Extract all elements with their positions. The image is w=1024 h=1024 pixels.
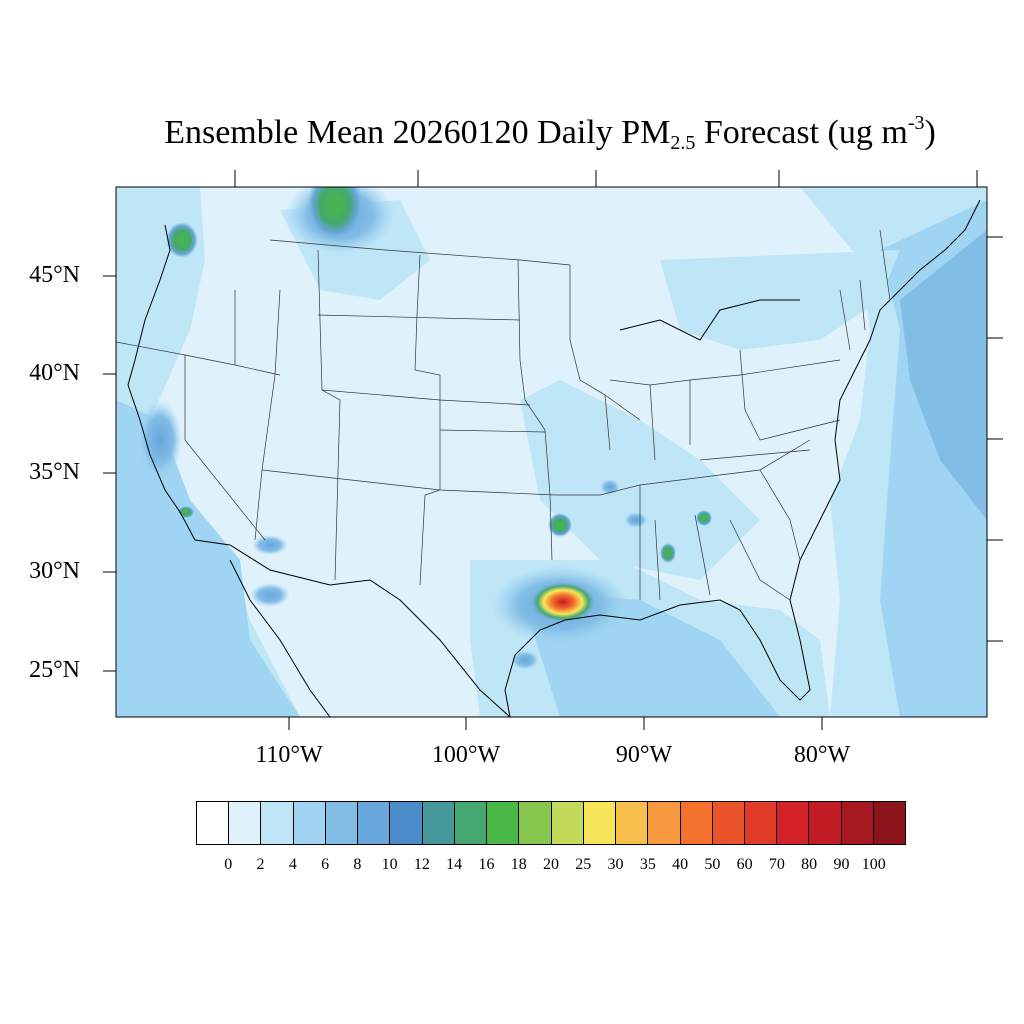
colorbar-cell xyxy=(293,802,326,844)
colorbar-cell xyxy=(229,802,262,844)
colorbar-cell xyxy=(551,802,584,844)
colorbar-cell xyxy=(680,802,713,844)
state-boundaries xyxy=(116,229,891,601)
colorbar-label: 20 xyxy=(543,856,559,873)
colorbar-cell xyxy=(519,802,552,844)
atlantic-band-3 xyxy=(900,230,987,520)
colorbar-label: 25 xyxy=(575,856,592,873)
colorbar-cell xyxy=(744,802,778,844)
lat-label-35: 35°N xyxy=(29,459,80,485)
colorbar-label: 6 xyxy=(321,856,330,873)
colorbar-cell xyxy=(648,802,681,844)
colorbar-label: 14 xyxy=(446,856,463,873)
hotspot-jackson xyxy=(624,512,648,528)
colorbar-cell xyxy=(777,802,810,844)
colorbar-label: 4 xyxy=(288,856,297,873)
colorbar-label: 60 xyxy=(736,856,753,873)
colorbar-cell xyxy=(873,802,906,844)
map-field xyxy=(116,187,987,717)
colorbar-cell xyxy=(712,802,745,844)
colorbar-label: 8 xyxy=(353,856,362,873)
colorbar-label: 40 xyxy=(672,856,689,873)
colorbar-label: 30 xyxy=(607,856,624,873)
colorbar-cell xyxy=(197,802,230,844)
lon-label-80w: 80°W xyxy=(793,742,851,768)
colorbar-cell xyxy=(390,802,423,844)
colorbar-label: 35 xyxy=(639,856,656,873)
lat-label-30: 30°N xyxy=(29,558,80,584)
lon-label-90w: 90°W xyxy=(615,742,673,768)
hotspot-south-texas xyxy=(511,650,539,670)
colorbar-label: 100 xyxy=(861,856,886,873)
colorbar-cell xyxy=(422,802,455,844)
colorbar-label: 2 xyxy=(256,856,265,873)
hotspot-seattle xyxy=(166,222,198,258)
colorbar-cell xyxy=(261,802,294,844)
colorbar-cell xyxy=(583,802,617,844)
coastline xyxy=(127,199,981,717)
hotspot-mexico xyxy=(250,583,290,607)
hotspot-alabama xyxy=(696,510,712,526)
colorbar-label: 70 xyxy=(768,856,785,873)
hotspot-houston xyxy=(531,582,595,622)
hotspot-phoenix xyxy=(252,535,288,555)
colorbar-label: 12 xyxy=(413,856,430,873)
hotspot-mississippi xyxy=(660,543,676,563)
colorbar-label: 18 xyxy=(510,856,527,873)
colorbar-label: 80 xyxy=(801,856,818,873)
colorbar-cell xyxy=(487,802,520,844)
colorbar-cell xyxy=(616,802,649,844)
hotspot-dallas xyxy=(548,513,572,537)
colorbar-cell xyxy=(809,802,842,844)
colorbar-cell xyxy=(325,802,359,844)
lat-label-45: 45°N xyxy=(29,262,80,288)
colorbar-label: 0 xyxy=(224,856,233,873)
colorbar xyxy=(196,801,906,845)
colorbar-label: 50 xyxy=(704,856,721,873)
hotspot-california xyxy=(138,400,182,480)
colorbar-cell xyxy=(358,802,391,844)
hotspot-montana xyxy=(307,187,363,240)
map-title: Ensemble Mean 20260120 Daily PM2.5 Forec… xyxy=(164,112,936,154)
colorbar-cell xyxy=(841,802,874,844)
colorbar-label: 10 xyxy=(381,856,398,873)
tick-marks xyxy=(103,170,1003,730)
lon-label-100w: 100°W xyxy=(431,742,501,768)
colorbar-cell xyxy=(454,802,488,844)
lat-label-40: 40°N xyxy=(29,360,80,386)
southeast-band xyxy=(520,380,760,580)
colorbar-label: 90 xyxy=(833,856,850,873)
map-frame xyxy=(115,186,988,718)
lon-label-110w: 110°W xyxy=(255,742,323,768)
lat-label-25: 25°N xyxy=(29,657,80,683)
colorbar-label: 16 xyxy=(478,856,495,873)
